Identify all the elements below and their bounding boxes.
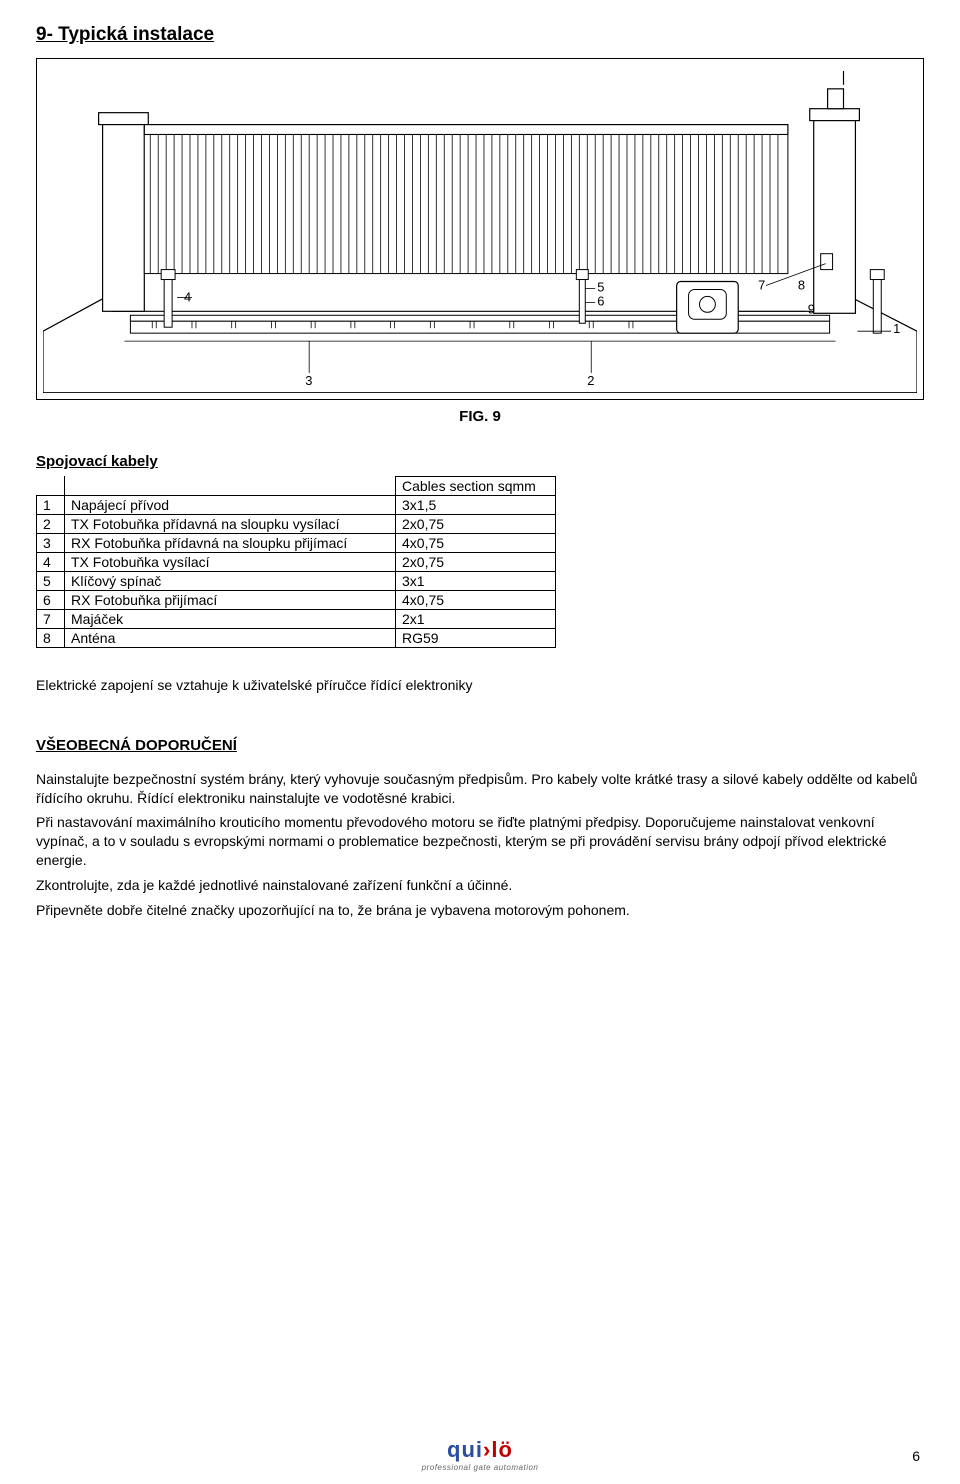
recommendation-p4: Připevněte dobře čitelné značky upozorňu… — [36, 901, 924, 920]
brand-tagline: professional gate automation — [422, 1463, 539, 1472]
table-row: 5 Klíčový spínač 3x1 — [37, 571, 556, 590]
cable-val: 4x0,75 — [396, 590, 556, 609]
cable-idx: 7 — [37, 609, 65, 628]
recommendations-heading: VŠEOBECNÁ DOPORUČENÍ — [36, 737, 924, 754]
page-title: 9- Typická instalace — [36, 24, 924, 46]
cable-val: 2x0,75 — [396, 552, 556, 571]
cables-heading: Spojovací kabely — [36, 453, 924, 470]
cable-idx: 1 — [37, 495, 65, 514]
svg-text:5: 5 — [597, 279, 604, 294]
cable-idx: 2 — [37, 514, 65, 533]
cable-val: 3x1,5 — [396, 495, 556, 514]
svg-text:2: 2 — [587, 373, 594, 388]
figure-caption: FIG. 9 — [36, 408, 924, 425]
cable-val: 3x1 — [396, 571, 556, 590]
cable-idx: 4 — [37, 552, 65, 571]
brand-part-a: qui — [447, 1437, 483, 1462]
svg-text:8: 8 — [798, 277, 805, 292]
table-row: 4 TX Fotobuňka vysílací 2x0,75 — [37, 552, 556, 571]
recommendation-p2: Při nastavování maximálního krouticího m… — [36, 813, 924, 870]
cable-idx: 3 — [37, 533, 65, 552]
cable-desc: Majáček — [65, 609, 396, 628]
installation-diagram: 4 5 6 7 8 9 1 2 3 — [43, 65, 917, 393]
recommendation-p1: Nainstalujte bezpečnostní systém brány, … — [36, 770, 924, 808]
cable-val: 2x0,75 — [396, 514, 556, 533]
table-row: 3 RX Fotobuňka přídavná na sloupku přijí… — [37, 533, 556, 552]
cable-desc: TX Fotobuňka přídavná na sloupku vysílac… — [65, 514, 396, 533]
wiring-note: Elektrické zapojení se vztahuje k uživat… — [36, 676, 924, 695]
cable-desc: Napájecí přívod — [65, 495, 396, 514]
footer-logo: qui›lö professional gate automation — [422, 1437, 539, 1472]
page-number: 6 — [912, 1448, 920, 1464]
table-row: 2 TX Fotobuňka přídavná na sloupku vysíl… — [37, 514, 556, 533]
svg-text:4: 4 — [184, 289, 191, 304]
recommendation-p3: Zkontrolujte, zda je každé jednotlivé na… — [36, 876, 924, 895]
table-row: 7 Majáček 2x1 — [37, 609, 556, 628]
cable-desc: RX Fotobuňka přijímací — [65, 590, 396, 609]
brand-part-b: lö — [491, 1437, 513, 1462]
cable-val: RG59 — [396, 628, 556, 647]
svg-text:3: 3 — [305, 373, 312, 388]
figure-frame: 4 5 6 7 8 9 1 2 3 — [36, 58, 924, 400]
cable-desc: Anténa — [65, 628, 396, 647]
svg-text:9: 9 — [808, 301, 815, 316]
cable-desc: RX Fotobuňka přídavná na sloupku přijíma… — [65, 533, 396, 552]
cable-table: Cables section sqmm 1 Napájecí přívod 3x… — [36, 476, 556, 648]
brand-sep-icon: › — [483, 1437, 491, 1462]
cable-val: 4x0,75 — [396, 533, 556, 552]
svg-text:1: 1 — [893, 321, 900, 336]
cable-col-header: Cables section sqmm — [396, 476, 556, 495]
table-row: 8 Anténa RG59 — [37, 628, 556, 647]
cable-desc: Klíčový spínač — [65, 571, 396, 590]
cable-val: 2x1 — [396, 609, 556, 628]
cable-idx: 6 — [37, 590, 65, 609]
cable-desc: TX Fotobuňka vysílací — [65, 552, 396, 571]
cable-idx: 8 — [37, 628, 65, 647]
cable-idx: 5 — [37, 571, 65, 590]
table-row: 6 RX Fotobuňka přijímací 4x0,75 — [37, 590, 556, 609]
svg-text:6: 6 — [597, 293, 604, 308]
table-row: 1 Napájecí přívod 3x1,5 — [37, 495, 556, 514]
svg-text:7: 7 — [758, 277, 765, 292]
